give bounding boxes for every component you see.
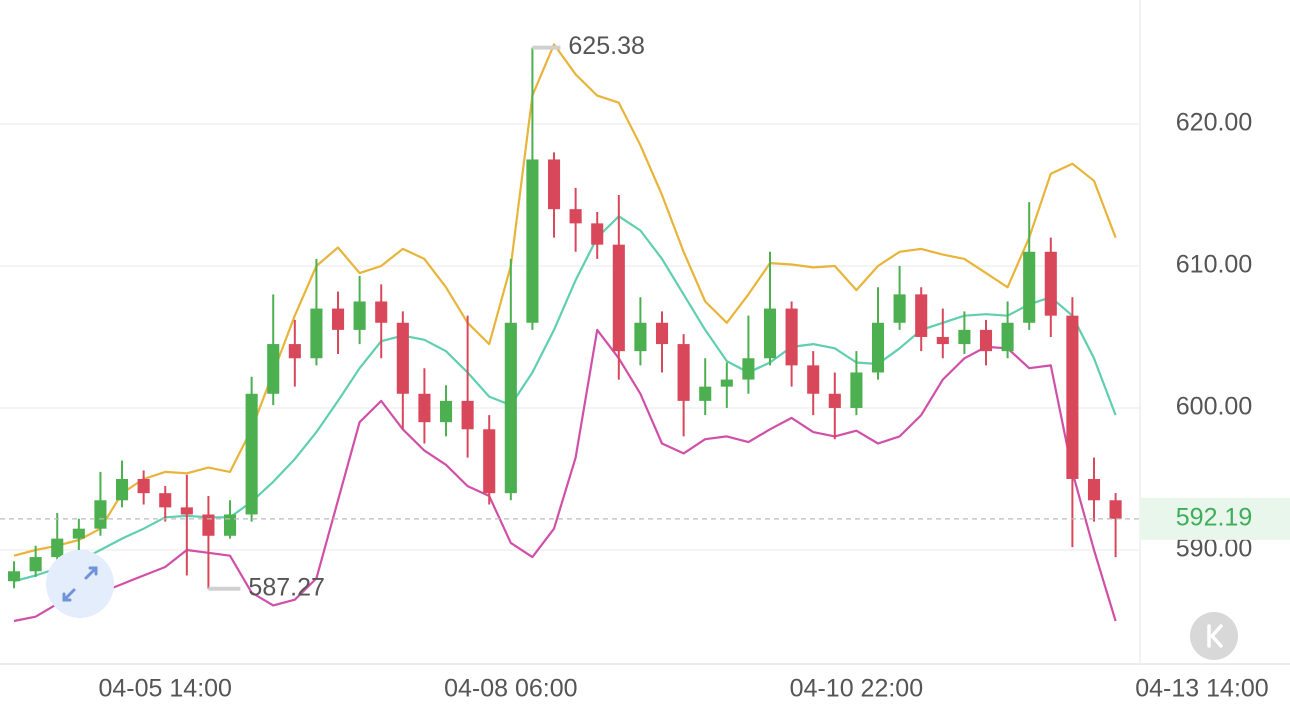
candle-body [1023,251,1036,323]
candle-body [483,429,496,494]
reset-button[interactable] [1190,612,1238,660]
candle-body [742,358,755,380]
candle-body [461,400,474,430]
max-label: 625.38 [568,32,644,60]
candle-body [202,514,215,536]
candle-body [180,507,193,515]
y-tick-label: 600.00 [1176,393,1252,421]
candle-body [72,528,85,539]
candle-body [655,322,669,345]
candle-body [569,209,582,224]
candle-body [979,329,993,352]
last-price-box [1140,497,1290,540]
candle-body [223,514,237,536]
candle-body [1087,478,1101,501]
candle-body [439,400,453,423]
candle-body [94,500,107,529]
y-tick-label: 620.00 [1176,109,1252,137]
candle-body [785,308,798,366]
candle-body [893,294,906,323]
band-line [13,215,1117,583]
x-tick-label: 04-10 22:00 [790,675,923,703]
x-tick-label: 04-13 14:00 [1135,675,1268,703]
candle-body [288,344,301,359]
candle-body [958,329,971,345]
candle-body [51,538,64,558]
candle-body [1109,500,1122,519]
candle-body [504,322,517,494]
x-tick-label: 04-08 06:00 [444,675,577,703]
candle-body [267,344,280,394]
candle-body [1001,322,1014,352]
candle-body [591,223,604,245]
candle-body [612,244,625,352]
candle-body [677,344,690,401]
band-line [13,43,1117,557]
last-price-label: 592.19 [1176,503,1252,531]
candle-body [634,322,647,352]
candle-body [526,159,539,323]
candle-body [720,379,733,387]
candle-body [871,322,885,373]
band-line [13,328,1117,623]
candle-body [375,301,388,323]
candle-body [418,393,431,423]
candle-body [699,386,712,401]
candle-body [828,393,841,408]
candle-body [245,393,258,515]
candle-body [331,308,345,330]
candle-body [915,294,928,337]
candle-body [310,308,323,359]
y-tick-label: 610.00 [1176,251,1252,279]
candle-body [115,478,129,501]
candle-body [807,365,820,394]
candle-body [29,557,42,572]
candle-body [159,493,172,508]
candle-body [353,301,366,330]
candle-body [850,372,863,408]
candle-body [1066,315,1079,479]
candle-body [1044,251,1057,316]
candle-body [7,571,21,582]
expand-button[interactable] [46,550,114,618]
candle-body [547,159,561,210]
candle-body [396,322,409,394]
candle-body [137,478,150,494]
candle-body [936,336,949,345]
candle-body [763,308,777,359]
x-tick-label: 04-05 14:00 [99,675,232,703]
min-label: 587.27 [248,573,324,601]
